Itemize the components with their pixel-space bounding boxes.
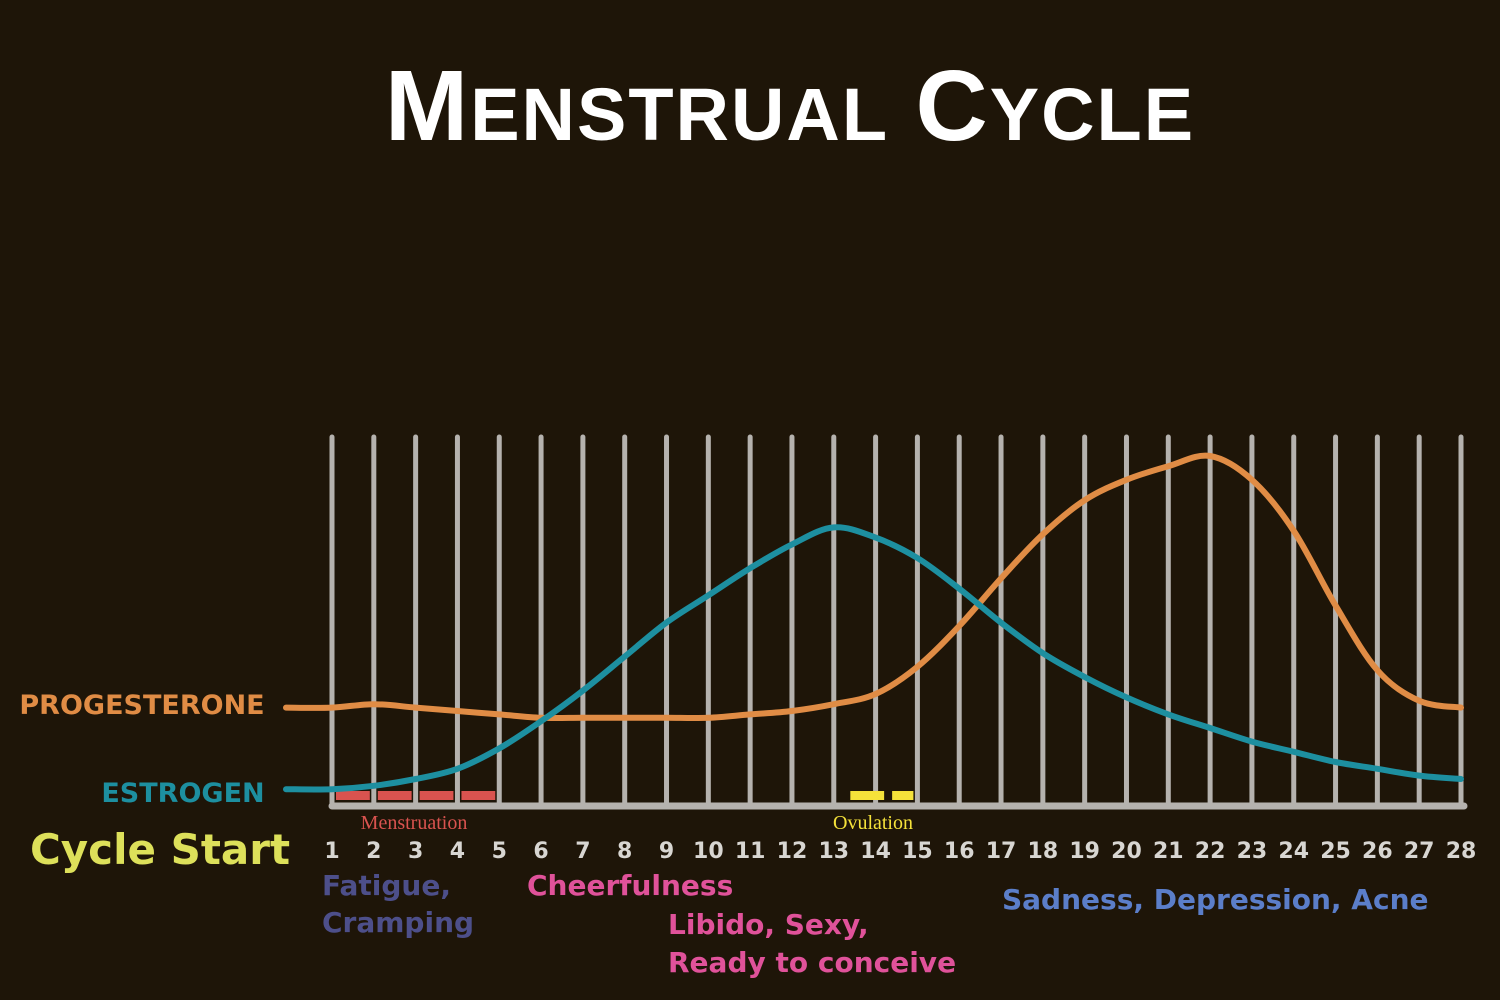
tick-label-day-24: 24 [1278, 839, 1309, 864]
fatigue-text-line1: Fatigue, [322, 869, 451, 902]
tick-label-day-19: 19 [1069, 839, 1100, 864]
tick-label-day-28: 28 [1446, 839, 1477, 864]
tick-label-day-26: 26 [1362, 839, 1393, 864]
menstruation-bar-segment-1 [336, 791, 370, 800]
phase-bars [336, 791, 914, 800]
ovulation-bar-segment-2 [892, 791, 914, 800]
tick-label-day-21: 21 [1153, 839, 1184, 864]
estrogen-line [283, 524, 1464, 793]
tick-label-day-8: 8 [617, 839, 632, 864]
x-tick-labels: 1 2 3 4 5 6 7 8 9 10 11 12 13 14 15 16 17 18 19 20 21 22 23 24 2… [324, 839, 1476, 864]
fatigue-text-line2: Cramping [322, 906, 474, 939]
sadness-text: Sadness, Depression, Acne [1002, 883, 1429, 916]
estrogen-label: ESTROGEN [101, 778, 264, 809]
tick-label-day-12: 12 [777, 839, 808, 864]
tick-label-day-23: 23 [1237, 839, 1268, 864]
tick-label-day-18: 18 [1028, 839, 1059, 864]
progesterone-label: PROGESTERONE [19, 690, 264, 721]
menstruation-bar-segment-2 [377, 791, 412, 800]
tick-label-day-16: 16 [944, 839, 975, 864]
menstruation-bar-segment-3 [419, 791, 454, 800]
cheerfulness-text: Cheerfulness [527, 869, 733, 902]
tick-label-day-13: 13 [818, 839, 849, 864]
tick-label-day-7: 7 [575, 839, 590, 864]
tick-label-day-5: 5 [492, 839, 507, 864]
libido-text-line1: Libido, Sexy, [668, 908, 869, 941]
cycle-start-label: Cycle Start [30, 825, 290, 874]
tick-label-day-10: 10 [693, 839, 724, 864]
chart-title: MENSTRUAL CYCLE [385, 50, 1195, 162]
tick-label-day-22: 22 [1195, 839, 1226, 864]
menstruation-bar-segment-4 [461, 791, 496, 800]
tick-label-day-2: 2 [366, 839, 381, 864]
tick-label-day-17: 17 [986, 839, 1017, 864]
ovulation-label: Ovulation [833, 812, 913, 834]
tick-label-day-15: 15 [902, 839, 933, 864]
tick-label-day-6: 6 [533, 839, 548, 864]
ovulation-bar-segment-1 [850, 791, 885, 800]
tick-label-day-3: 3 [408, 839, 423, 864]
tick-label-day-25: 25 [1320, 839, 1351, 864]
tick-label-day-20: 20 [1111, 839, 1142, 864]
progesterone-line [283, 452, 1464, 722]
libido-text-line2: Ready to conceive [668, 946, 956, 979]
tick-label-day-9: 9 [659, 839, 674, 864]
tick-label-day-1: 1 [324, 839, 339, 864]
tick-label-day-27: 27 [1404, 839, 1435, 864]
tick-label-day-14: 14 [860, 839, 891, 864]
tick-label-day-11: 11 [735, 839, 766, 864]
tick-label-day-4: 4 [450, 839, 465, 864]
menstruation-label: Menstruation [361, 812, 468, 834]
